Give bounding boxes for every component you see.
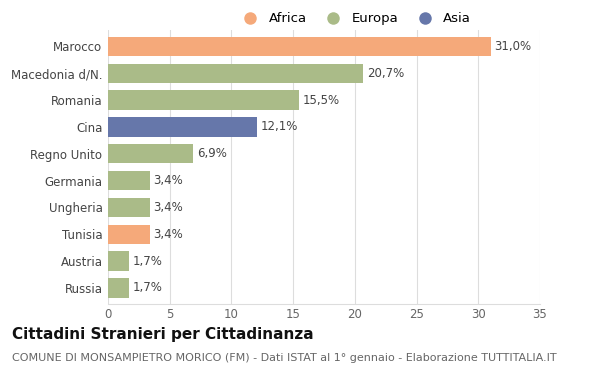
Bar: [108, 37, 491, 56]
Text: 6,9%: 6,9%: [197, 147, 227, 160]
Text: 3,4%: 3,4%: [154, 201, 184, 214]
Text: 1,7%: 1,7%: [133, 282, 163, 294]
Text: 31,0%: 31,0%: [494, 40, 532, 53]
Bar: [108, 117, 257, 137]
Text: 3,4%: 3,4%: [154, 174, 184, 187]
Text: 15,5%: 15,5%: [303, 93, 340, 107]
Bar: [108, 64, 364, 83]
Text: 1,7%: 1,7%: [133, 255, 163, 268]
Bar: [108, 225, 150, 244]
Bar: [108, 198, 150, 217]
Bar: [108, 171, 150, 190]
Text: COMUNE DI MONSAMPIETRO MORICO (FM) - Dati ISTAT al 1° gennaio - Elaborazione TUT: COMUNE DI MONSAMPIETRO MORICO (FM) - Dat…: [12, 353, 557, 363]
Text: 12,1%: 12,1%: [261, 120, 298, 133]
Bar: [108, 252, 129, 271]
Bar: [108, 90, 299, 110]
Text: 3,4%: 3,4%: [154, 228, 184, 241]
Legend: Africa, Europa, Asia: Africa, Europa, Asia: [237, 12, 471, 25]
Bar: [108, 278, 129, 298]
Text: 20,7%: 20,7%: [367, 67, 404, 80]
Bar: [108, 144, 193, 163]
Text: Cittadini Stranieri per Cittadinanza: Cittadini Stranieri per Cittadinanza: [12, 327, 314, 342]
